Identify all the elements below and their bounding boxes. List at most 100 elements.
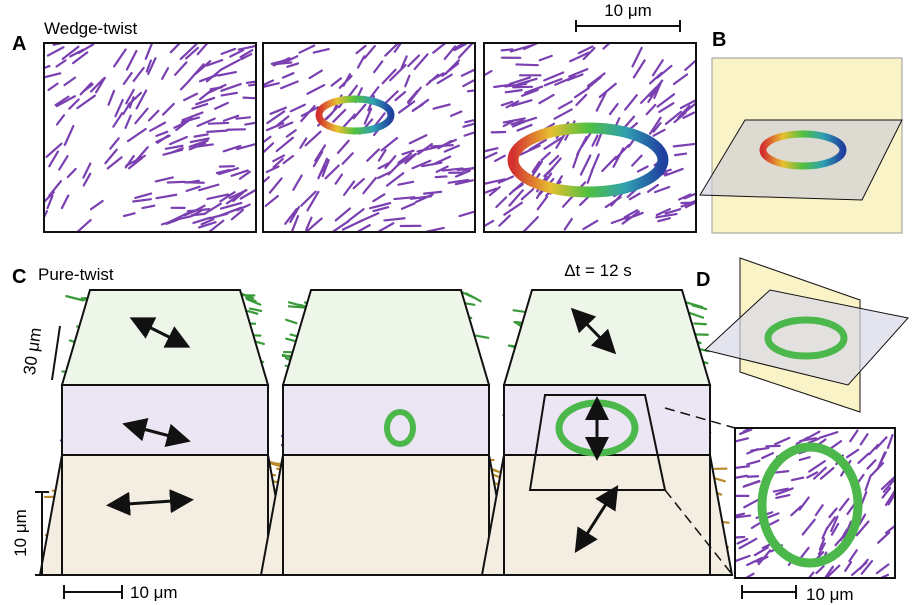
rod: [124, 213, 135, 216]
rod: [484, 153, 496, 159]
rod: [675, 154, 686, 156]
rod: [878, 533, 889, 543]
rod: [514, 310, 524, 311]
panel-label: D: [696, 269, 710, 291]
rod: [199, 185, 218, 191]
rod: [245, 121, 264, 124]
scale-label: 10 μm: [806, 585, 854, 604]
rod: [192, 214, 205, 215]
rod: [222, 93, 237, 96]
time-label: Δt = 12 s: [564, 261, 632, 280]
layer: [482, 455, 732, 575]
rod: [127, 51, 136, 70]
rod: [365, 46, 375, 58]
rod: [162, 221, 173, 224]
rod: [803, 520, 815, 535]
rod: [113, 113, 122, 127]
scale-label: 30 μm: [20, 326, 45, 376]
rod: [542, 153, 550, 160]
layer: [504, 290, 710, 385]
rod: [674, 74, 687, 84]
rod: [479, 71, 491, 78]
layer: [40, 455, 290, 575]
rod: [221, 60, 239, 70]
rod: [384, 218, 404, 220]
rod: [277, 138, 293, 151]
rod: [820, 432, 838, 438]
rod: [385, 156, 395, 168]
rod: [258, 83, 279, 88]
rod: [840, 499, 849, 510]
rod: [258, 137, 271, 147]
rod: [175, 62, 186, 74]
rod: [610, 104, 618, 114]
rod: [62, 196, 68, 209]
rod: [730, 476, 747, 479]
rod: [516, 64, 537, 65]
rod: [751, 448, 768, 451]
rod: [281, 81, 298, 88]
rod: [847, 450, 858, 457]
rod: [776, 495, 789, 498]
rod: [248, 311, 257, 314]
rod: [744, 499, 759, 507]
rod: [336, 175, 342, 184]
rod: [289, 306, 306, 307]
rod: [77, 220, 91, 232]
rod: [806, 573, 813, 582]
rod: [424, 192, 441, 194]
rod: [200, 91, 211, 99]
rod: [114, 50, 125, 67]
rod: [852, 563, 866, 575]
rod: [222, 49, 235, 54]
volumes: [40, 290, 732, 575]
rod: [506, 90, 522, 92]
rod: [196, 98, 214, 104]
rod-group: [258, 41, 482, 235]
rod: [588, 73, 604, 85]
rod: [694, 323, 706, 324]
rod: [198, 119, 215, 126]
rod: [207, 131, 227, 132]
rod: [135, 194, 151, 198]
rod: [156, 136, 169, 142]
rod: [436, 176, 447, 177]
rod: [135, 109, 147, 123]
rod: [638, 167, 648, 172]
rod: [110, 138, 118, 148]
rod: [657, 66, 671, 78]
rod: [299, 46, 314, 53]
rod: [405, 76, 409, 86]
rod: [736, 466, 749, 468]
rod: [565, 219, 572, 230]
rod: [133, 199, 151, 201]
rod: [266, 196, 278, 206]
rod: [283, 73, 293, 77]
rod: [775, 471, 788, 472]
rod: [850, 431, 857, 442]
rod: [307, 85, 324, 94]
rod: [149, 111, 158, 121]
rod: [451, 112, 461, 116]
rod: [674, 144, 694, 146]
rod: [243, 98, 254, 99]
rod-group: [477, 38, 702, 232]
rod: [829, 509, 836, 517]
rod: [326, 166, 339, 179]
rod: [499, 216, 509, 226]
rod: [300, 138, 306, 147]
rod: [816, 566, 823, 573]
rod: [800, 457, 810, 460]
rod: [287, 63, 298, 66]
rod: [59, 156, 67, 169]
rod: [162, 68, 168, 79]
rod: [398, 182, 413, 185]
rod: [48, 47, 64, 55]
rod: [190, 64, 204, 80]
scale-bar: [52, 326, 60, 380]
rod: [504, 203, 522, 215]
panel-label: B: [712, 29, 726, 51]
rod: [310, 71, 322, 79]
rod: [57, 115, 64, 124]
panel-label: C: [12, 266, 26, 288]
